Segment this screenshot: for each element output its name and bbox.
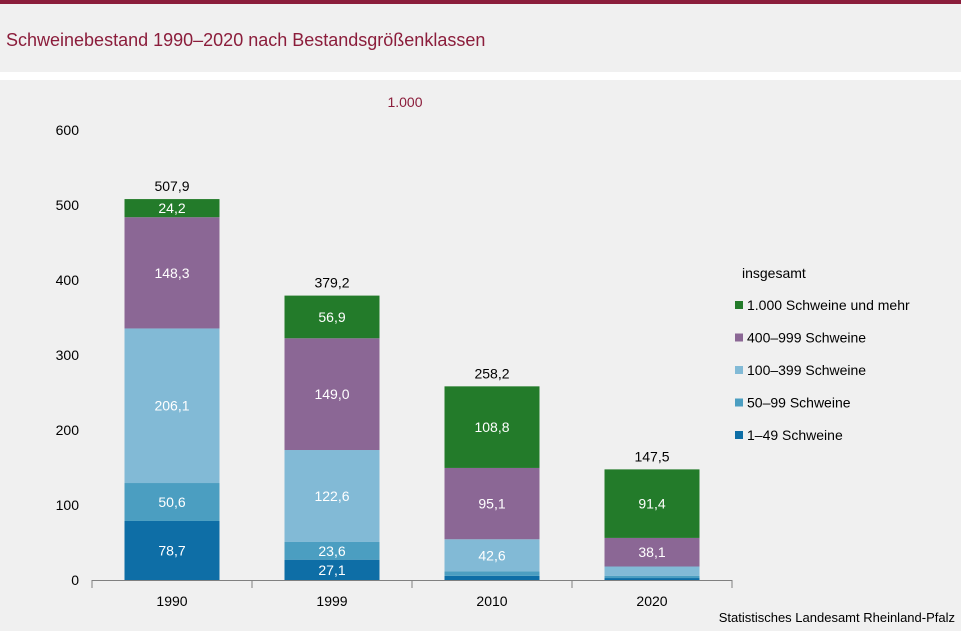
data-label: 122,6 [314, 488, 349, 504]
x-tick-label: 1990 [156, 593, 187, 609]
top-accent-bar [0, 0, 961, 4]
bar-segment [284, 295, 380, 339]
data-label: 206,1 [154, 398, 189, 414]
bar-segment [604, 575, 700, 579]
unit-label: 1.000 [387, 94, 422, 110]
legend-label: 1–49 Schweine [747, 427, 843, 443]
bar-segment [444, 467, 540, 540]
bar-segment [284, 541, 380, 560]
bar-segment [604, 469, 700, 538]
legend-label: 100–399 Schweine [747, 362, 866, 378]
total-label: 379,2 [314, 275, 349, 291]
bar-segment [604, 566, 700, 576]
data-label: 78,7 [158, 542, 185, 558]
bar-segment [444, 386, 540, 468]
bar-segment [124, 520, 220, 580]
legend-swatch [735, 398, 743, 407]
y-tick-label: 500 [56, 197, 80, 213]
legend-label: 400–999 Schweine [747, 330, 866, 346]
y-tick-label: 400 [56, 272, 80, 288]
legend-swatch [735, 333, 743, 342]
bar-segment [444, 539, 540, 572]
chart-header: Schweinebestand 1990–2020 nach Bestandsg… [0, 4, 961, 72]
legend-label: 50–99 Schweine [747, 395, 851, 411]
data-label: 42,6 [478, 547, 505, 563]
bar-segment [284, 559, 380, 580]
data-label: 23,6 [318, 543, 345, 559]
data-label: 148,3 [154, 265, 189, 281]
data-label: 56,9 [318, 309, 345, 325]
legend-swatch [735, 431, 743, 439]
total-label: 507,9 [154, 178, 189, 194]
data-label: 95,1 [478, 496, 505, 512]
data-label: 149,0 [314, 386, 349, 402]
y-tick-label: 300 [56, 347, 80, 363]
bar-segment [604, 537, 700, 567]
bar-segment [124, 483, 220, 521]
data-label: 50,6 [158, 494, 185, 510]
y-tick-label: 100 [56, 497, 80, 513]
bar-segment [284, 338, 380, 451]
bar-segment [284, 450, 380, 542]
y-tick-label: 600 [56, 122, 80, 138]
data-label: 24,2 [158, 200, 185, 216]
chart-panel: 1.000 0 100 200 300 400 500 600 78,7 50,6 206,1 148… [0, 80, 961, 631]
bar-segment [124, 217, 220, 329]
y-tick-label: 0 [71, 572, 79, 588]
chart-title: Schweinebestand 1990–2020 nach Bestandsg… [6, 30, 486, 50]
legend-title: insgesamt [742, 265, 806, 281]
legend-label: 1.000 Schweine und mehr [747, 297, 910, 313]
bar-segment [444, 575, 540, 580]
y-tick-label: 200 [56, 422, 80, 438]
x-tick-label: 2010 [476, 593, 507, 609]
data-label: 27,1 [318, 562, 345, 578]
data-label: 108,8 [474, 419, 509, 435]
bar-segment [124, 328, 220, 484]
legend-swatch [735, 366, 743, 374]
total-label: 258,2 [474, 365, 509, 381]
data-label: 91,4 [638, 496, 665, 512]
x-tick-label: 2020 [636, 593, 667, 609]
x-tick-label: 1999 [316, 593, 347, 609]
legend-swatch [735, 301, 743, 309]
source-note: Statistisches Landesamt Rheinland-Pfalz [718, 610, 955, 625]
total-label: 147,5 [634, 448, 669, 464]
bar-segment [124, 199, 220, 218]
data-label: 38,1 [638, 544, 665, 560]
stacked-bar-chart: 1.000 0 100 200 300 400 500 600 78,7 50,6 206,1 148… [56, 94, 910, 609]
bar-segment [444, 571, 540, 576]
bar-segment [604, 578, 700, 580]
